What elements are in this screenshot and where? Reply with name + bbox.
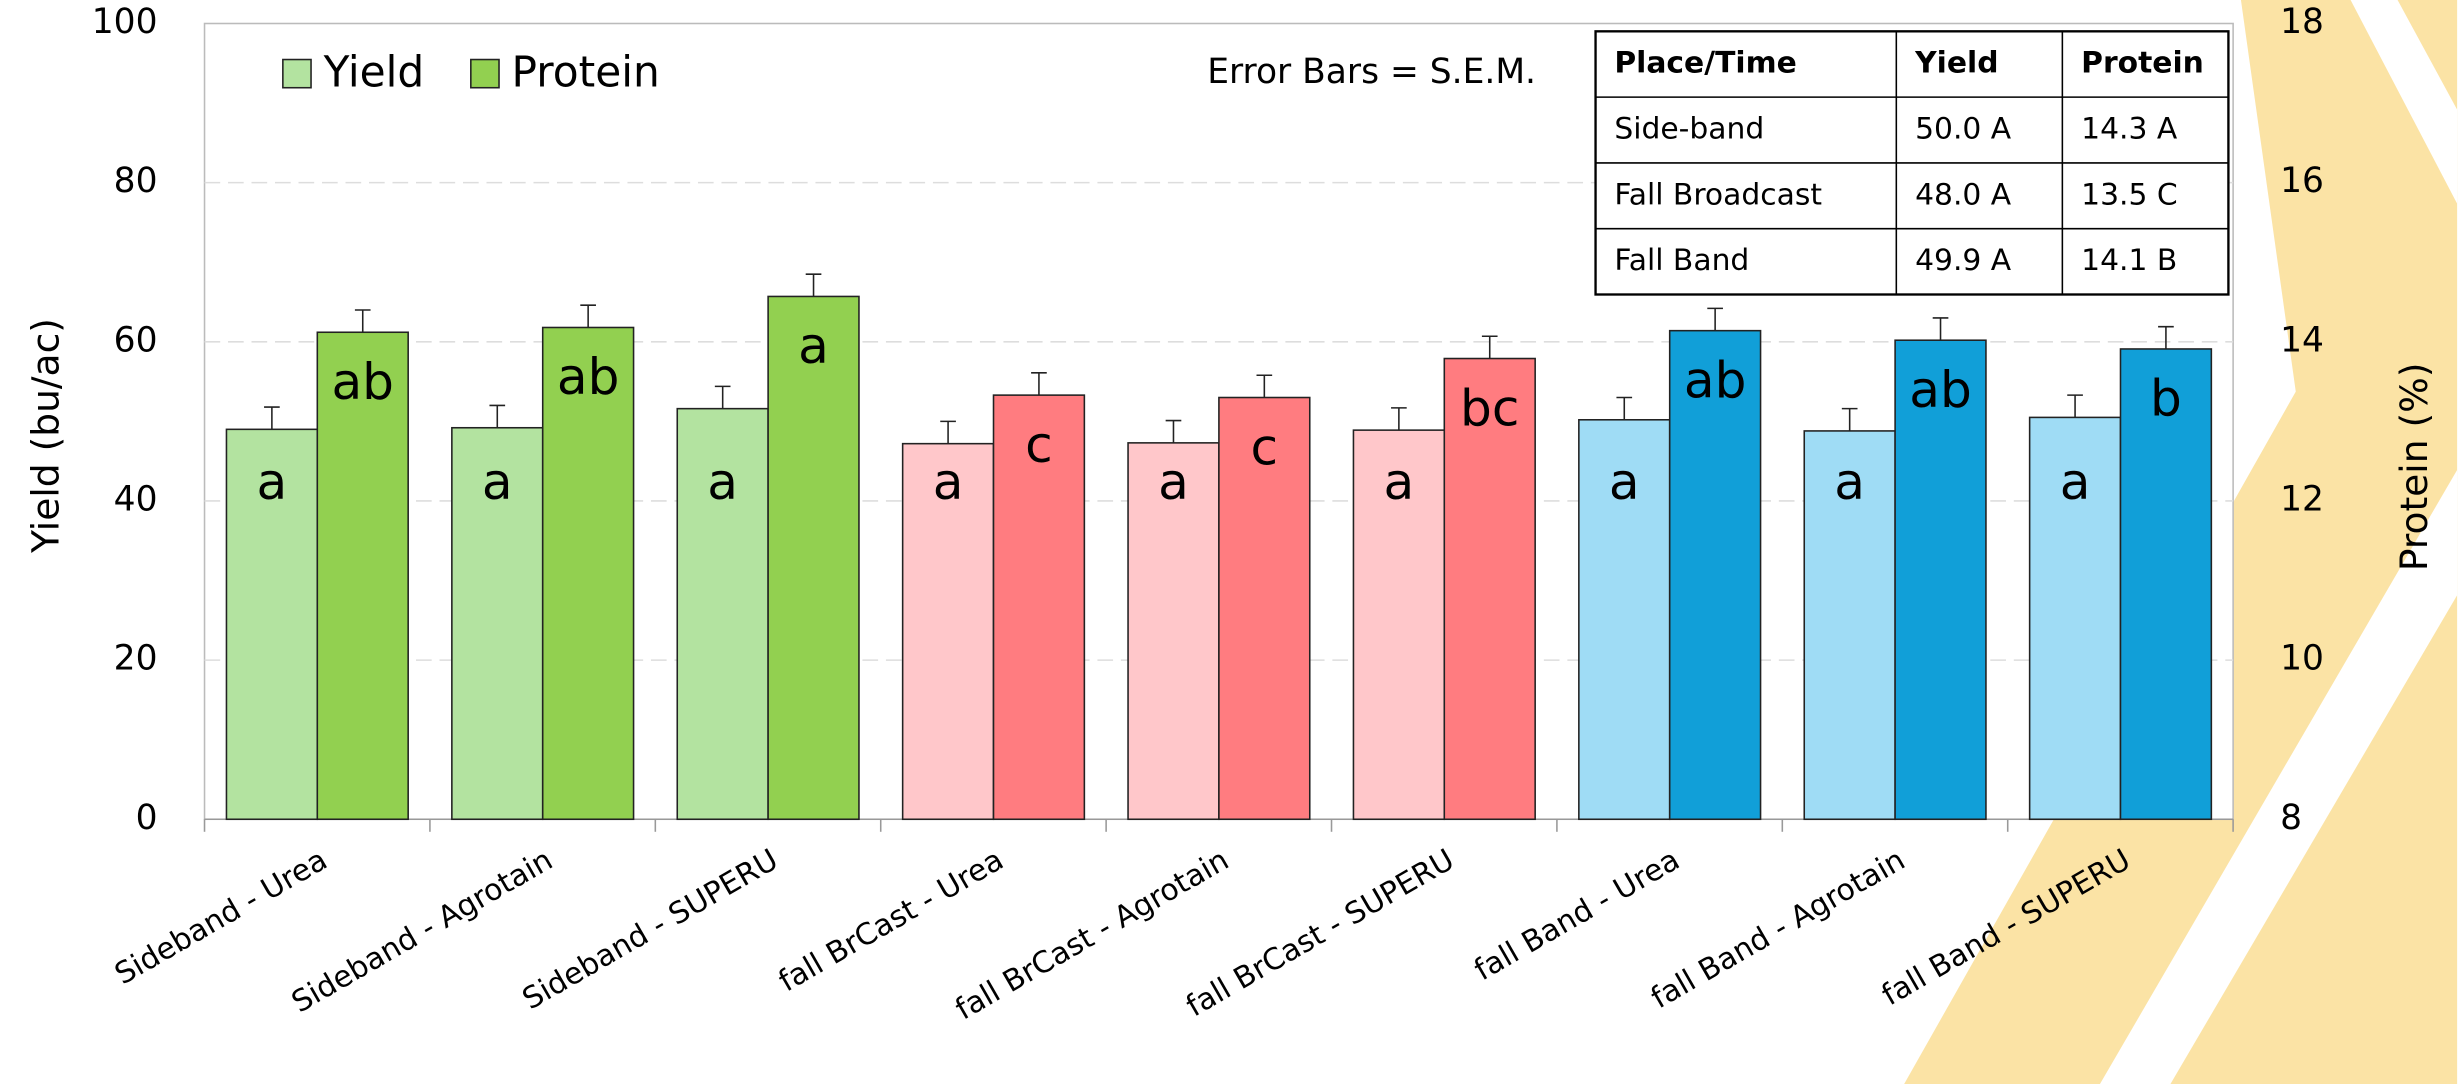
- legend-swatch: [470, 58, 500, 89]
- bar: [451, 426, 544, 821]
- bar: [316, 331, 409, 821]
- bar: [767, 295, 860, 821]
- significance-letter: c: [1025, 415, 1053, 474]
- error-bar: [1165, 419, 1182, 443]
- y-tick-label: 20: [114, 639, 158, 679]
- table-cell: 48.0 A: [1915, 177, 2012, 212]
- table-cell: 14.3 A: [2081, 112, 2178, 147]
- table-cell: 50.0 A: [1915, 112, 2012, 147]
- error-bar: [1616, 396, 1633, 420]
- significance-letter: ab: [1684, 350, 1747, 409]
- table-cell: Side-band: [1614, 112, 1764, 147]
- bar: [1127, 442, 1220, 821]
- background-decoration: [2350, 0, 2458, 204]
- table-cell: 14.1 B: [2081, 243, 2177, 278]
- x-tick-label: fall Band - Agrotain: [1645, 842, 1911, 1016]
- table-cell: Fall Broadcast: [1614, 177, 1822, 212]
- error-bar: [714, 385, 731, 409]
- y-tick-label: 80: [114, 161, 158, 201]
- legend-label: Yield: [323, 48, 425, 97]
- table-header: Yield: [1914, 46, 1998, 81]
- y2-tick-label: 10: [2280, 639, 2324, 679]
- bar: [1578, 419, 1671, 821]
- error-bar: [1707, 307, 1723, 331]
- significance-letter: a: [257, 452, 288, 511]
- y-tick-label: 60: [114, 320, 158, 360]
- error-bar: [1391, 407, 1407, 431]
- y2-tick-label: 18: [2280, 2, 2324, 42]
- table-cell: 49.9 A: [1915, 243, 2012, 278]
- error-bar: [264, 406, 280, 430]
- table-cell: Fall Band: [1614, 243, 1749, 278]
- y2-tick-label: 8: [2280, 798, 2302, 838]
- bar: [1668, 329, 1762, 821]
- bar: [1352, 429, 1446, 821]
- significance-letter: a: [1158, 452, 1189, 511]
- significance-letter: a: [1834, 452, 1865, 511]
- error-bar: [1256, 374, 1273, 398]
- x-tick-label: Sideband - Urea: [109, 842, 333, 992]
- significance-letter: ab: [557, 347, 620, 406]
- significance-letter: a: [1384, 452, 1415, 511]
- significance-letter: a: [2060, 452, 2091, 511]
- error-bar: [2158, 325, 2174, 349]
- significance-letter: b: [2150, 369, 2182, 428]
- bar: [676, 407, 769, 821]
- error-bar: [1932, 317, 1949, 341]
- y2-axis-title: Protein (%): [2392, 362, 2436, 571]
- error-bar: [1841, 407, 1858, 431]
- y-tick-label: 100: [92, 2, 158, 42]
- table-cell: 13.5 C: [2081, 177, 2177, 212]
- significance-letter: a: [1609, 452, 1640, 511]
- bar: [1218, 396, 1311, 821]
- significance-letter: a: [798, 316, 829, 375]
- annotation: Error Bars = S.E.M.: [1207, 52, 1536, 92]
- bar: [541, 326, 635, 821]
- legend-label: Protein: [512, 48, 660, 97]
- error-bar: [940, 420, 956, 444]
- legend-swatch: [282, 58, 312, 89]
- significance-letter: a: [707, 452, 738, 511]
- y-axis-title: Yield (bu/ac): [23, 318, 67, 554]
- error-bar: [354, 309, 371, 333]
- significance-letter: a: [933, 452, 964, 511]
- table-header: Protein: [2081, 46, 2204, 81]
- y2-tick-label: 16: [2280, 161, 2324, 201]
- significance-letter: ab: [1909, 360, 1972, 419]
- bar: [1443, 357, 1536, 821]
- y2-tick-label: 12: [2280, 479, 2324, 519]
- y-tick-label: 40: [114, 479, 158, 519]
- significance-letter: ab: [331, 352, 394, 411]
- error-bar: [1481, 335, 1498, 359]
- table-header: Place/Time: [1614, 46, 1796, 81]
- y-tick-label: 0: [136, 798, 158, 838]
- bar: [992, 394, 1086, 821]
- error-bar: [2067, 394, 2083, 418]
- error-bar: [1031, 372, 1047, 396]
- x-tick-label: fall BrCast - Urea: [773, 842, 1010, 999]
- y2-tick-label: 14: [2280, 320, 2324, 360]
- significance-letter: c: [1251, 417, 1279, 476]
- significance-letter: bc: [1460, 378, 1519, 437]
- error-bar: [580, 304, 596, 328]
- x-tick-label: fall Band - Urea: [1468, 842, 1685, 988]
- error-bar: [805, 273, 822, 297]
- bar: [1803, 430, 1896, 821]
- significance-letter: a: [482, 452, 513, 511]
- error-bar: [489, 404, 506, 428]
